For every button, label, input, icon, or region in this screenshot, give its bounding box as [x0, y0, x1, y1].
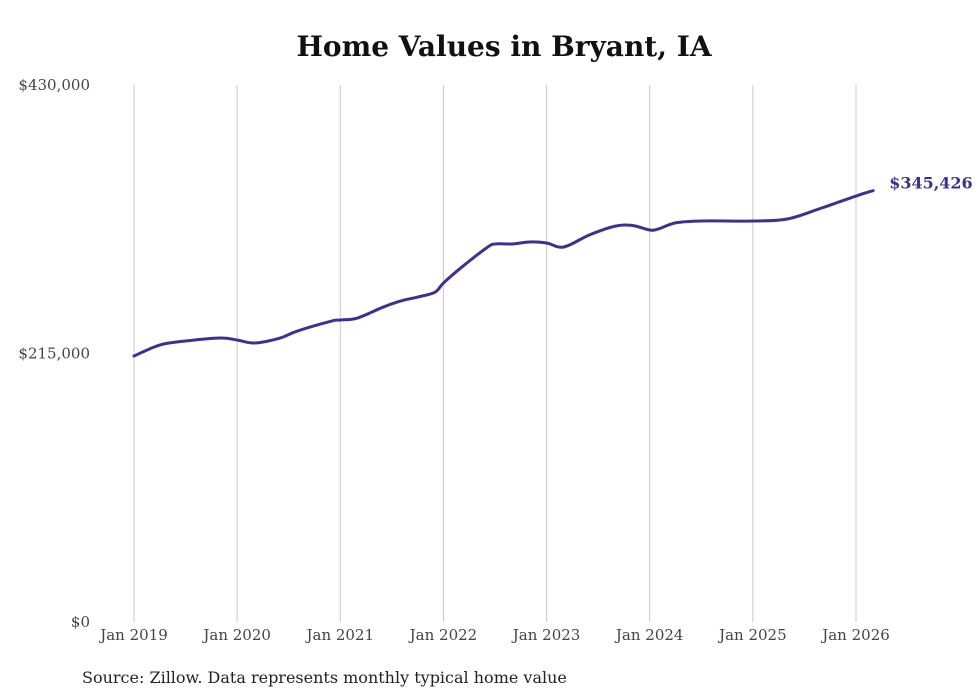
x-tick-label: Jan 2025	[717, 626, 787, 644]
y-tick-label: $0	[71, 613, 90, 631]
source-note: Source: Zillow. Data represents monthly …	[82, 668, 567, 687]
x-tick-label: Jan 2019	[98, 626, 168, 644]
y-tick-label: $215,000	[18, 345, 90, 363]
x-tick-label: Jan 2024	[614, 626, 684, 644]
x-tick-label: Jan 2020	[201, 626, 271, 644]
y-tick-label: $430,000	[18, 76, 90, 94]
x-tick-label: Jan 2021	[305, 626, 375, 644]
x-tick-label: Jan 2023	[511, 626, 581, 644]
series-line	[132, 189, 875, 358]
chart-title: Home Values in Bryant, IA	[296, 30, 712, 63]
x-tick-label: Jan 2022	[408, 626, 478, 644]
x-tick-label: Jan 2026	[820, 626, 890, 644]
end-value-label: $345,426	[889, 174, 973, 193]
